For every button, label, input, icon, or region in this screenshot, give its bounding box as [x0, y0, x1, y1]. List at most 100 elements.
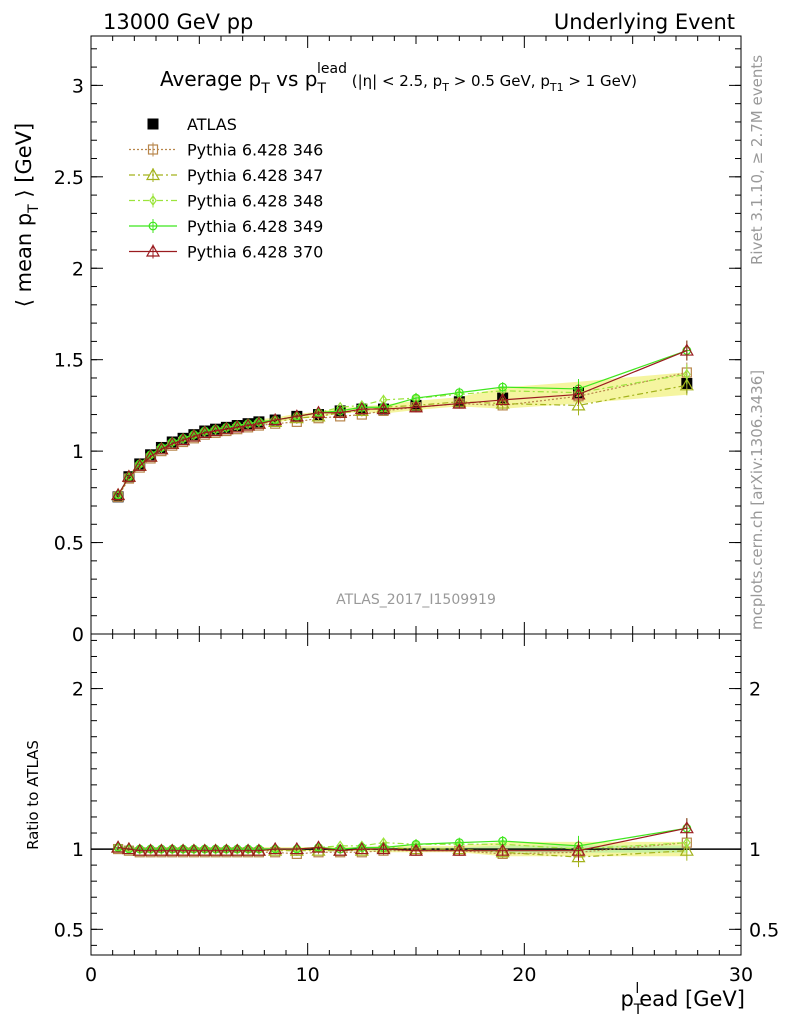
data-point — [154, 442, 169, 455]
legend-entry-p370: Pythia 6.428 370 — [129, 243, 323, 262]
legend-label: Pythia 6.428 349 — [187, 217, 323, 236]
data-point — [682, 368, 691, 380]
legend-entry-p349: Pythia 6.428 349 — [129, 217, 323, 236]
chart-title: Average pT vs pTlead (|η| < 2.5, pT > 0.… — [160, 61, 637, 97]
legend-entry-p348: Pythia 6.428 348 — [129, 192, 323, 211]
main-panel-band — [118, 372, 687, 499]
data-point — [268, 841, 283, 855]
series-p349 — [113, 340, 692, 500]
x-tick-label: 20 — [512, 964, 536, 986]
x-tick-label: 0 — [85, 964, 97, 986]
data-point — [176, 843, 191, 856]
series-line-p370 — [117, 349, 688, 496]
data-point — [251, 843, 266, 856]
ratio-panel-series — [111, 818, 694, 868]
data-point — [408, 400, 424, 413]
data-point — [311, 840, 326, 853]
legend-marker — [149, 194, 157, 207]
data-point — [333, 843, 348, 856]
data-point — [571, 398, 586, 411]
data-point — [495, 396, 510, 409]
data-point — [208, 843, 223, 856]
data-point — [241, 418, 256, 431]
data-point — [376, 401, 391, 415]
data-point — [495, 845, 510, 858]
header-right: Underlying Event — [554, 10, 735, 34]
data-point — [454, 388, 464, 398]
y-tick-label: 1 — [72, 441, 84, 463]
data-point — [679, 378, 694, 391]
data-point — [333, 405, 348, 418]
x-tick-label: 30 — [729, 964, 753, 986]
y-tick-label: 0.5 — [54, 919, 84, 941]
rivet-label: Rivet 3.1.10, ≥ 2.7M events — [748, 55, 766, 265]
y-tick-label: 1.5 — [54, 350, 84, 372]
x-tick-label: 10 — [296, 964, 320, 986]
y-tick-label: 0 — [72, 624, 84, 646]
data-point — [197, 843, 212, 856]
data-point — [186, 429, 201, 442]
legend-entry-data: ATLAS — [147, 115, 237, 134]
data-point — [571, 849, 586, 863]
legend-marker — [147, 144, 159, 155]
data-point — [219, 843, 234, 856]
data-point — [376, 841, 391, 855]
data-point — [682, 837, 691, 849]
y-tick-label: 2 — [72, 258, 84, 280]
data-point — [176, 432, 191, 446]
data-point — [241, 843, 256, 856]
legend-label: ATLAS — [187, 115, 237, 134]
main-panel-axes: 0 0.5 1 1.5 2 2.5 3 — [54, 35, 742, 646]
legend-marker — [147, 118, 159, 130]
data-point — [495, 392, 510, 406]
legend-label: Pythia 6.428 346 — [187, 141, 323, 160]
legend-label: Pythia 6.428 370 — [187, 243, 323, 262]
data-point — [571, 843, 586, 856]
data-point — [230, 420, 245, 433]
main-panel-series — [111, 340, 694, 503]
data-point — [354, 401, 369, 415]
data-point — [121, 469, 136, 482]
mcplots-label: mcplots.cern.ch [arXiv:1306.3436] — [748, 370, 766, 630]
y-tick-label-right: 1 — [749, 839, 761, 861]
data-point — [111, 487, 126, 501]
series-p370 — [111, 340, 694, 501]
ratio-panel-axes: 0.5 0.51 12 20 10 20 30 — [54, 633, 779, 986]
data-point — [498, 382, 508, 392]
y-tick-label: 2.5 — [54, 167, 84, 189]
data-point — [165, 436, 180, 449]
data-point — [132, 843, 147, 856]
data-point — [186, 843, 201, 856]
data-point — [311, 405, 326, 418]
data-point — [121, 841, 136, 855]
ratio-y-axis-label: Ratio to ATLAS — [24, 740, 42, 850]
analysis-watermark: ATLAS_2017_I1509919 — [336, 592, 496, 608]
legend-marker — [145, 244, 161, 257]
data-point — [452, 843, 467, 856]
header-left: 13000 GeV pp — [103, 10, 253, 34]
legend-entry-p346: Pythia 6.428 346 — [129, 141, 323, 160]
legend-marker — [148, 221, 158, 231]
data-point — [111, 840, 126, 853]
legend-label: Pythia 6.428 347 — [187, 166, 323, 185]
data-point — [251, 416, 266, 429]
data-point — [219, 421, 234, 435]
data-point — [408, 843, 424, 856]
data-point — [208, 423, 223, 437]
y-tick-label: 2 — [72, 679, 84, 701]
data-point — [679, 843, 694, 856]
y-tick-label: 3 — [72, 75, 84, 97]
data-point — [230, 843, 245, 856]
data-point — [289, 409, 304, 422]
data-uncertainty-band — [118, 372, 687, 499]
y-tick-label-right: 2 — [749, 679, 761, 701]
data-point — [495, 843, 510, 856]
data-point — [132, 458, 147, 471]
x-axis-label: pTlead [GeV] — [620, 981, 745, 1018]
data-point — [143, 449, 158, 462]
data-point — [197, 425, 212, 438]
legend-marker — [145, 167, 161, 181]
data-point — [452, 396, 467, 409]
legend-entry-p347: Pythia 6.428 347 — [129, 166, 323, 185]
